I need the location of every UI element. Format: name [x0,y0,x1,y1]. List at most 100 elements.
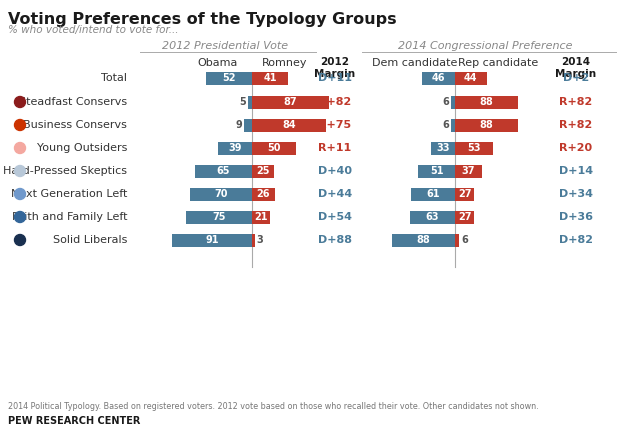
Text: 39: 39 [228,143,241,153]
Text: 6: 6 [442,120,449,130]
Text: 50: 50 [268,143,281,153]
Bar [455,72,486,85]
Text: 26: 26 [257,189,270,199]
Text: R+20: R+20 [559,143,593,153]
Text: 2014 Congressional Preference: 2014 Congressional Preference [397,41,572,51]
Bar [244,118,252,131]
Circle shape [15,96,26,108]
Circle shape [15,235,26,245]
Text: 21: 21 [255,212,268,222]
Bar [451,95,455,108]
Text: D+11: D+11 [318,73,352,83]
Text: Young Outsiders: Young Outsiders [36,143,127,153]
Text: 88: 88 [417,235,430,245]
Text: 61: 61 [426,189,440,199]
Text: D+88: D+88 [318,235,352,245]
Text: R+11: R+11 [318,143,351,153]
Text: 63: 63 [426,212,439,222]
Text: Total: Total [101,73,127,83]
Text: 91: 91 [205,235,219,245]
Text: 27: 27 [458,189,472,199]
Text: D+82: D+82 [559,235,593,245]
Text: Rep candidate: Rep candidate [458,58,538,68]
Text: Business Conservs: Business Conservs [23,120,127,130]
Bar [422,72,455,85]
Text: R+82: R+82 [559,120,593,130]
Bar [195,165,252,178]
Bar [252,118,326,131]
Bar [252,165,274,178]
Bar [218,142,252,155]
Text: D+36: D+36 [559,212,593,222]
Text: Next Generation Left: Next Generation Left [11,189,127,199]
Text: 27: 27 [458,212,472,222]
Text: 53: 53 [467,143,481,153]
Text: 33: 33 [436,143,450,153]
Circle shape [15,143,26,153]
Bar [252,142,296,155]
Bar [410,210,455,223]
Bar [252,72,288,85]
Bar [252,95,328,108]
Text: 84: 84 [282,120,296,130]
Text: 3: 3 [257,235,264,245]
Text: PEW RESEARCH CENTER: PEW RESEARCH CENTER [8,416,140,426]
Bar [248,95,252,108]
Circle shape [15,212,26,222]
Text: 44: 44 [464,73,477,83]
Text: 9: 9 [236,120,242,130]
Text: % who voted/intend to vote for...: % who voted/intend to vote for... [8,25,179,35]
Bar [191,187,252,200]
Text: Dem candidate: Dem candidate [372,58,458,68]
Text: Obama: Obama [198,58,238,68]
Text: 6: 6 [442,97,449,107]
Text: 46: 46 [432,73,445,83]
Text: Voting Preferences of the Typology Groups: Voting Preferences of the Typology Group… [8,12,397,27]
Text: 5: 5 [239,97,246,107]
Text: D+44: D+44 [318,189,352,199]
Text: 25: 25 [256,166,269,176]
Text: D+34: D+34 [559,189,593,199]
Bar [431,142,455,155]
Bar [411,187,455,200]
Circle shape [15,188,26,200]
Text: 6: 6 [461,235,468,245]
Text: 37: 37 [461,166,475,176]
Text: Hard-Pressed Skeptics: Hard-Pressed Skeptics [3,166,127,176]
Text: R+75: R+75 [319,120,351,130]
Bar [252,210,271,223]
Bar [252,187,275,200]
Text: 88: 88 [480,120,493,130]
Circle shape [15,120,26,130]
Bar [252,234,255,247]
Bar [455,187,474,200]
Text: 2012
Margin: 2012 Margin [314,57,356,79]
Bar [455,210,474,223]
Text: D+54: D+54 [318,212,352,222]
Text: 65: 65 [217,166,230,176]
Text: D+40: D+40 [318,166,352,176]
Text: 2014
Margin: 2014 Margin [556,57,596,79]
Text: R+82: R+82 [318,97,351,107]
Bar [455,142,493,155]
Text: 88: 88 [480,97,493,107]
Text: 52: 52 [222,73,236,83]
Text: Faith and Family Left: Faith and Family Left [12,212,127,222]
Text: 70: 70 [214,189,228,199]
Bar [455,118,518,131]
Bar [451,118,455,131]
Bar [419,165,455,178]
Text: 2012 Presidential Vote: 2012 Presidential Vote [162,41,288,51]
Bar [455,165,482,178]
Text: D+2: D+2 [563,73,589,83]
Text: 51: 51 [430,166,444,176]
Bar [455,95,518,108]
Text: D+14: D+14 [559,166,593,176]
Text: Steadfast Conservs: Steadfast Conservs [19,97,127,107]
Bar [172,234,252,247]
Text: 75: 75 [212,212,226,222]
Text: 41: 41 [263,73,276,83]
Circle shape [15,165,26,177]
Text: 87: 87 [284,97,297,107]
Text: Romney: Romney [262,58,308,68]
